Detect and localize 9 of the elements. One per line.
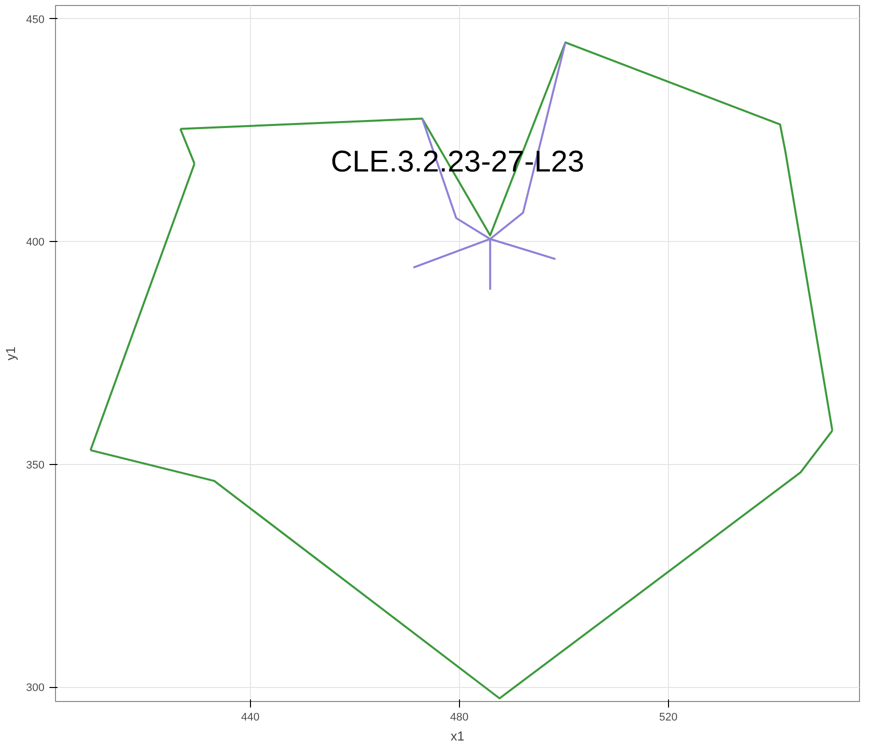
y-tick-label: 450 [26, 14, 45, 26]
y-tick-label: 400 [26, 236, 45, 249]
y-tick-label: 300 [26, 682, 45, 694]
x-axis-title: x1 [450, 728, 464, 744]
x-tick-label: 520 [659, 712, 678, 724]
x-tick-label: 480 [450, 712, 469, 724]
y-tick-label: 350 [26, 459, 45, 472]
y-axis-title: y1 [3, 346, 18, 360]
x-tick-label: 440 [241, 712, 260, 724]
